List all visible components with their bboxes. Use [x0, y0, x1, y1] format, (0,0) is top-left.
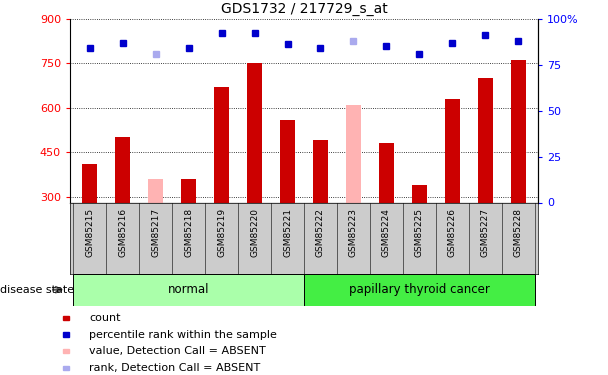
Bar: [247, 63, 262, 202]
Text: GSM85224: GSM85224: [382, 208, 391, 257]
Text: GSM85222: GSM85222: [316, 208, 325, 257]
Text: disease state: disease state: [0, 285, 74, 295]
Bar: [313, 140, 328, 202]
Bar: [214, 87, 229, 202]
Text: GSM85220: GSM85220: [250, 208, 259, 257]
Bar: [63, 333, 69, 336]
Text: GSM85215: GSM85215: [85, 208, 94, 257]
Bar: [73, 274, 304, 306]
Text: normal: normal: [168, 283, 209, 296]
Bar: [63, 366, 69, 370]
Title: GDS1732 / 217729_s_at: GDS1732 / 217729_s_at: [221, 2, 387, 16]
Bar: [346, 105, 361, 202]
Bar: [445, 99, 460, 202]
Text: papillary thyroid cancer: papillary thyroid cancer: [349, 283, 490, 296]
Bar: [148, 179, 163, 203]
Bar: [63, 350, 69, 353]
Bar: [63, 316, 69, 320]
Bar: [511, 60, 526, 202]
Text: value, Detection Call = ABSENT: value, Detection Call = ABSENT: [89, 346, 266, 356]
Bar: [82, 164, 97, 202]
Bar: [379, 143, 394, 202]
Text: GSM85227: GSM85227: [481, 208, 490, 257]
Bar: [478, 78, 492, 203]
Text: GSM85226: GSM85226: [448, 208, 457, 257]
Text: GSM85228: GSM85228: [514, 208, 523, 257]
Text: GSM85218: GSM85218: [184, 208, 193, 257]
Text: GSM85216: GSM85216: [118, 208, 127, 257]
Text: GSM85225: GSM85225: [415, 208, 424, 257]
Bar: [280, 120, 295, 202]
Bar: [304, 274, 535, 306]
Text: GSM85221: GSM85221: [283, 208, 292, 257]
Text: count: count: [89, 313, 120, 322]
Text: rank, Detection Call = ABSENT: rank, Detection Call = ABSENT: [89, 363, 260, 373]
Text: GSM85219: GSM85219: [217, 208, 226, 257]
Text: GSM85223: GSM85223: [349, 208, 358, 257]
Bar: [116, 137, 130, 202]
Text: percentile rank within the sample: percentile rank within the sample: [89, 330, 277, 339]
Bar: [412, 185, 427, 202]
Text: GSM85217: GSM85217: [151, 208, 160, 257]
Bar: [181, 179, 196, 203]
